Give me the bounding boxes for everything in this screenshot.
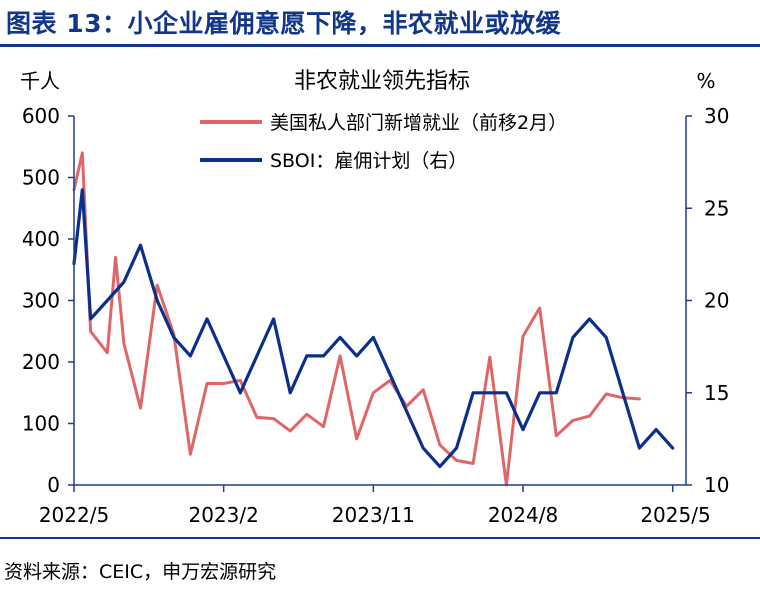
legend: 美国私人部门新增就业（前移2月） SBOI：雇佣计划（右） [200, 112, 567, 172]
left-tick-label: 200 [22, 350, 60, 374]
right-axis-ticks: 10 15 20 25 30 [686, 104, 729, 497]
left-tick-label: 600 [22, 104, 60, 128]
chart-title: 非农就业领先指标 [294, 69, 470, 94]
left-axis-unit: 千人 [20, 69, 60, 93]
legend-label-sboi: SBOI：雇佣计划（右） [270, 150, 467, 172]
figure-title: 图表 13：小企业雇佣意愿下降，非农就业或放缓 [6, 9, 561, 38]
series-line-sboi [72, 188, 675, 469]
left-tick-label: 100 [22, 412, 60, 436]
x-tick-label: 2024/8 [488, 503, 558, 527]
x-tick-label: 2023/2 [188, 503, 258, 527]
left-tick-label: 300 [22, 289, 60, 313]
source-note: 资料来源：CEIC，申万宏源研究 [4, 561, 277, 583]
x-axis-ticks: 2022/5 2023/2 2023/11 2024/8 2025/5 [39, 485, 711, 527]
series-line-private-payrolls [72, 151, 641, 487]
left-axis-ticks: 0 100 200 300 400 500 600 [22, 104, 74, 497]
right-tick-label: 20 [704, 289, 729, 313]
title-rule [0, 44, 760, 47]
right-tick-label: 25 [704, 196, 729, 220]
x-tick-label: 2023/11 [332, 503, 415, 527]
right-axis-unit: % [696, 69, 715, 93]
series-layer [72, 151, 675, 487]
right-tick-label: 15 [704, 381, 729, 405]
left-tick-label: 500 [22, 166, 60, 190]
left-tick-label: 0 [47, 473, 60, 497]
x-tick-label: 2022/5 [39, 503, 109, 527]
right-tick-label: 30 [704, 104, 729, 128]
left-tick-label: 400 [22, 227, 60, 251]
legend-label-private: 美国私人部门新增就业（前移2月） [270, 112, 567, 134]
source-rule [0, 537, 760, 539]
x-tick-label: 2025/5 [640, 503, 710, 527]
right-tick-label: 10 [704, 473, 729, 497]
